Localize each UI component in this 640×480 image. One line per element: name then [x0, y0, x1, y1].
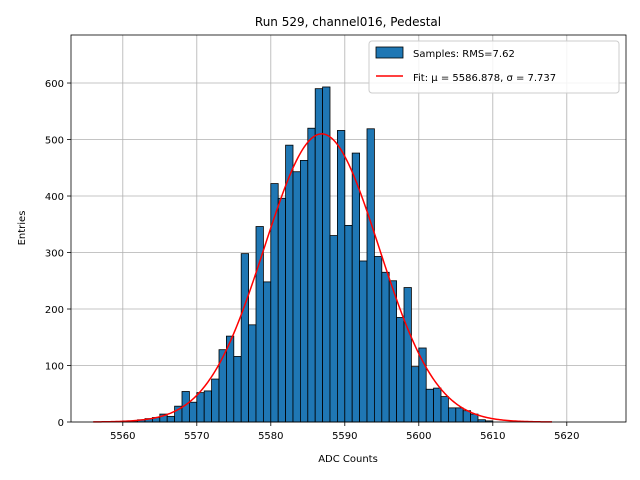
histogram-bar: [277, 197, 287, 423]
histogram-bar: [440, 396, 449, 423]
histogram-bar: [455, 407, 464, 423]
x-tick-label: 5610: [480, 431, 505, 442]
x-tick-label: 5600: [406, 431, 431, 442]
y-tick-label: 400: [45, 192, 64, 203]
legend: Samples: RMS=7.62 Fit: μ = 5586.878, σ =…: [368, 40, 620, 94]
x-axis-label: ADC Counts: [318, 454, 378, 465]
histogram-bar: [396, 317, 405, 423]
plot-area: [70, 34, 627, 423]
y-tick-label: 300: [45, 249, 64, 260]
histogram-bar: [270, 183, 279, 423]
histogram-bar: [425, 388, 435, 423]
histogram-bar: [292, 171, 301, 423]
histogram-bar: [336, 130, 346, 423]
histogram-bar: [188, 401, 198, 423]
axes-frame: [70, 34, 627, 423]
x-tick-label: 5590: [332, 431, 357, 442]
histogram-bar: [248, 324, 257, 423]
histogram-bar: [307, 127, 316, 423]
histogram-bar: [233, 356, 242, 423]
y-axis-ticks: 0 100 200 300 400 500 600: [45, 79, 71, 429]
x-tick-label: 5570: [184, 431, 209, 442]
histogram-bar: [196, 392, 205, 423]
histogram-bars: [122, 86, 494, 423]
y-tick-label: 100: [45, 362, 64, 373]
histogram-bar: [418, 347, 427, 423]
y-tick-label: 500: [45, 136, 64, 147]
histogram-bar: [166, 415, 175, 423]
y-tick-label: 0: [58, 418, 64, 429]
legend-histogram-swatch: [375, 46, 404, 59]
legend-fit-label: Fit: μ = 5586.878, σ = 7.737: [413, 73, 556, 84]
legend-box: [368, 40, 620, 94]
histogram-bar: [359, 260, 368, 423]
histogram-bar: [322, 86, 331, 423]
histogram-bar: [285, 144, 294, 423]
histogram-bar: [403, 287, 412, 423]
y-tick-label: 600: [45, 79, 64, 90]
histogram-bar: [299, 160, 309, 423]
y-axis-label: Entries: [17, 211, 28, 246]
histogram-bar: [240, 253, 249, 423]
histogram-bar: [344, 224, 353, 423]
x-tick-label: 5560: [110, 431, 135, 442]
histogram-bar: [433, 387, 442, 423]
fit-curve: [93, 133, 553, 423]
histogram-bar: [351, 152, 361, 423]
x-tick-label: 5580: [258, 431, 283, 442]
histogram-bar: [373, 256, 383, 423]
histogram-bar: [218, 349, 227, 423]
x-tick-label: 5620: [554, 431, 579, 442]
histogram-bar: [262, 281, 272, 423]
histogram-bar: [203, 390, 212, 423]
histogram-bar: [314, 88, 324, 423]
histogram-bar: [447, 407, 457, 423]
x-axis-ticks: 5560 5570 5580 5590 5600 5610 5620: [110, 422, 580, 442]
histogram-bar: [410, 366, 420, 423]
histogram-bar: [329, 235, 338, 423]
histogram-bar: [366, 128, 375, 423]
y-tick-label: 200: [45, 305, 64, 316]
legend-histogram-label: Samples: RMS=7.62: [413, 49, 515, 60]
chart-title: Run 529, channel016, Pedestal: [255, 15, 441, 29]
histogram-bar: [388, 280, 398, 423]
histogram-bar: [211, 378, 220, 423]
histogram-bar: [381, 271, 390, 423]
